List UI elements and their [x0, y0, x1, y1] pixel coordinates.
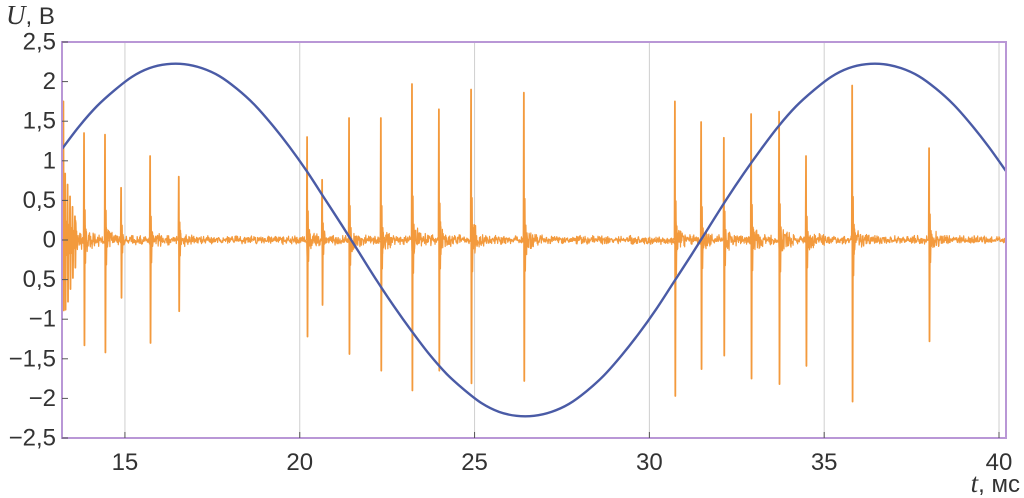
x-tick-labels: 15 20 25 30 35 40: [112, 449, 1013, 476]
y-tick-label: −1,5: [9, 345, 56, 372]
y-tick-labels: 2,5 2 1,5 1 0,5 0 0,5 −1 −1,5 −2 −2,5: [9, 29, 56, 452]
y-tick-label: 1: [43, 147, 56, 174]
y-tick-label: −1: [29, 306, 56, 333]
pulse-spike: [82, 132, 88, 347]
pulse-spike: [379, 117, 385, 372]
sine-voltage-line: [62, 62, 1006, 418]
pulse-spike: [73, 215, 79, 269]
pulse-spike: [469, 88, 475, 385]
pulse-noise-trace: [62, 219, 1006, 263]
pulse-spike: [673, 100, 679, 397]
y-tick-label: 1,5: [23, 108, 56, 135]
pulse-spike: [103, 133, 109, 354]
x-tick-label: 30: [636, 449, 663, 476]
x-tick-label: 20: [286, 449, 313, 476]
pulse-spike: [927, 147, 933, 343]
pulse-spike: [437, 108, 443, 372]
x-tick-label: 35: [811, 449, 838, 476]
x-tick-label: 25: [461, 449, 488, 476]
y-tick-label: 0,5: [23, 266, 56, 293]
x-tick-label: 15: [112, 449, 139, 476]
y-tick-label: −2,5: [9, 425, 56, 452]
y-tick-label: 0: [43, 227, 56, 254]
axis-variable-symbol: t: [971, 468, 980, 498]
axis-tick-marks: [62, 41, 1000, 439]
x-tick-label: 40: [986, 449, 1013, 476]
pulse-spike: [722, 136, 728, 357]
pulse-spike: [177, 175, 183, 313]
pulse-spike: [850, 84, 856, 403]
pulse-spike: [410, 83, 416, 392]
y-axis-label: U, В: [6, 0, 55, 30]
axis-unit: , мс: [978, 471, 1020, 498]
pulse-spike: [804, 155, 810, 367]
y-tick-label: 0,5: [23, 187, 56, 214]
pulse-spike: [347, 117, 353, 355]
pulse-spike: [522, 91, 528, 382]
pulse-spike: [320, 178, 326, 306]
pulse-spike: [777, 110, 783, 386]
y-tick-label: 2: [43, 68, 56, 95]
axis-variable-symbol: U: [6, 0, 27, 30]
pulse-spike: [749, 113, 755, 380]
plot-series: [62, 62, 1006, 418]
y-tick-label: 2,5: [23, 29, 56, 56]
x-axis-label: t, мс: [971, 468, 1020, 498]
axis-unit: , В: [26, 3, 55, 30]
y-tick-label: −2: [29, 385, 56, 412]
pulse-spike: [119, 186, 125, 299]
pulse-spike: [148, 155, 154, 344]
